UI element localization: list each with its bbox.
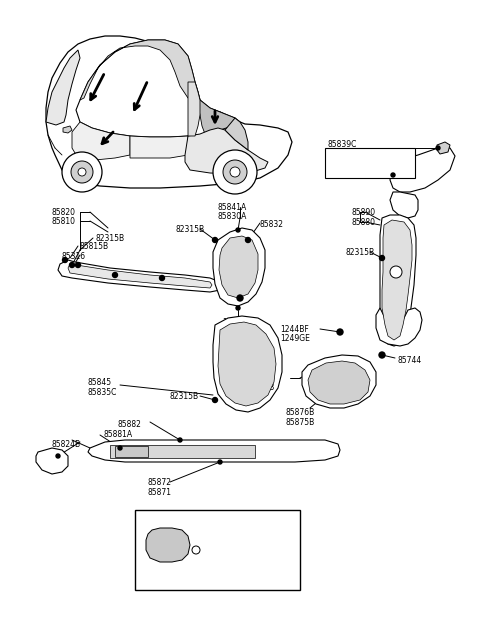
Bar bbox=[325, 148, 415, 178]
Circle shape bbox=[230, 167, 240, 177]
Polygon shape bbox=[198, 100, 235, 134]
Text: 85820: 85820 bbox=[52, 208, 76, 217]
Circle shape bbox=[62, 152, 102, 192]
Text: 85876B: 85876B bbox=[285, 408, 314, 417]
Text: 85744: 85744 bbox=[398, 356, 422, 365]
Text: 85823: 85823 bbox=[210, 546, 234, 555]
Polygon shape bbox=[46, 50, 80, 125]
Polygon shape bbox=[382, 220, 412, 340]
Text: 82315B: 82315B bbox=[95, 234, 124, 243]
Text: 82315B: 82315B bbox=[175, 225, 204, 234]
Text: 85824B: 85824B bbox=[52, 440, 81, 449]
Text: 85832: 85832 bbox=[260, 220, 284, 229]
Circle shape bbox=[337, 329, 343, 335]
Text: 85881A: 85881A bbox=[104, 430, 133, 439]
Text: 85876B: 85876B bbox=[245, 383, 274, 392]
Polygon shape bbox=[308, 361, 370, 404]
Circle shape bbox=[236, 306, 240, 310]
Polygon shape bbox=[76, 40, 240, 137]
Polygon shape bbox=[115, 446, 148, 457]
Text: 85850: 85850 bbox=[328, 162, 352, 171]
Polygon shape bbox=[130, 136, 188, 158]
Circle shape bbox=[192, 546, 200, 554]
Text: 85841A: 85841A bbox=[218, 203, 247, 212]
Circle shape bbox=[379, 352, 385, 358]
Circle shape bbox=[213, 238, 217, 242]
Text: 85839C: 85839C bbox=[328, 140, 358, 149]
Text: 82315B: 82315B bbox=[345, 248, 374, 257]
Circle shape bbox=[213, 150, 257, 194]
Polygon shape bbox=[46, 36, 292, 188]
Polygon shape bbox=[390, 148, 455, 192]
Text: 85871: 85871 bbox=[148, 488, 172, 497]
Polygon shape bbox=[437, 142, 450, 154]
Circle shape bbox=[390, 266, 402, 278]
Text: 85885L: 85885L bbox=[248, 362, 276, 371]
Text: 85885R: 85885R bbox=[248, 352, 277, 361]
Circle shape bbox=[236, 228, 240, 232]
Circle shape bbox=[118, 446, 122, 450]
Polygon shape bbox=[213, 228, 265, 306]
Polygon shape bbox=[390, 192, 418, 218]
Text: 85880: 85880 bbox=[352, 218, 376, 227]
Circle shape bbox=[380, 255, 384, 260]
Polygon shape bbox=[219, 236, 258, 298]
Polygon shape bbox=[225, 118, 248, 150]
Text: 85830A: 85830A bbox=[218, 212, 247, 221]
Text: 85875B: 85875B bbox=[285, 418, 314, 427]
Text: (LH): (LH) bbox=[148, 515, 166, 524]
Polygon shape bbox=[380, 215, 416, 346]
Circle shape bbox=[112, 273, 118, 278]
Circle shape bbox=[218, 460, 222, 464]
Polygon shape bbox=[110, 445, 255, 458]
Circle shape bbox=[213, 397, 217, 402]
Polygon shape bbox=[146, 528, 190, 562]
Polygon shape bbox=[213, 316, 282, 412]
Circle shape bbox=[178, 438, 182, 442]
Text: 85860: 85860 bbox=[328, 150, 352, 159]
Polygon shape bbox=[72, 122, 130, 160]
Text: 85810: 85810 bbox=[52, 217, 76, 226]
Circle shape bbox=[237, 295, 243, 301]
Circle shape bbox=[436, 146, 440, 150]
Polygon shape bbox=[63, 126, 72, 133]
Circle shape bbox=[391, 173, 395, 177]
Polygon shape bbox=[376, 308, 422, 346]
Circle shape bbox=[75, 262, 81, 268]
Text: 85872: 85872 bbox=[148, 478, 172, 487]
Circle shape bbox=[245, 238, 251, 242]
Circle shape bbox=[70, 262, 74, 268]
Polygon shape bbox=[188, 82, 200, 136]
Text: 85845: 85845 bbox=[88, 378, 112, 387]
Text: 85890: 85890 bbox=[352, 208, 376, 217]
Text: 1244BF: 1244BF bbox=[280, 325, 309, 334]
Polygon shape bbox=[88, 440, 340, 462]
Bar bbox=[135, 510, 300, 590]
Text: 85815B: 85815B bbox=[80, 242, 109, 251]
Circle shape bbox=[194, 549, 197, 552]
Circle shape bbox=[223, 160, 247, 184]
Circle shape bbox=[78, 168, 86, 176]
Text: 1249GE: 1249GE bbox=[280, 334, 310, 343]
Text: 85835C: 85835C bbox=[88, 388, 118, 397]
Polygon shape bbox=[302, 355, 376, 408]
Text: 85316: 85316 bbox=[62, 252, 86, 261]
Polygon shape bbox=[80, 40, 200, 100]
Text: 85882: 85882 bbox=[118, 420, 142, 429]
Polygon shape bbox=[185, 128, 268, 174]
Polygon shape bbox=[218, 322, 276, 406]
Polygon shape bbox=[58, 260, 220, 292]
Polygon shape bbox=[36, 448, 68, 474]
Circle shape bbox=[159, 276, 165, 281]
Circle shape bbox=[56, 454, 60, 458]
Polygon shape bbox=[68, 264, 212, 288]
Circle shape bbox=[62, 257, 68, 262]
Text: 82315B: 82315B bbox=[170, 392, 199, 401]
Text: 85815E: 85815E bbox=[375, 150, 404, 159]
Circle shape bbox=[71, 161, 93, 183]
Text: 1125GB: 1125GB bbox=[222, 318, 252, 327]
